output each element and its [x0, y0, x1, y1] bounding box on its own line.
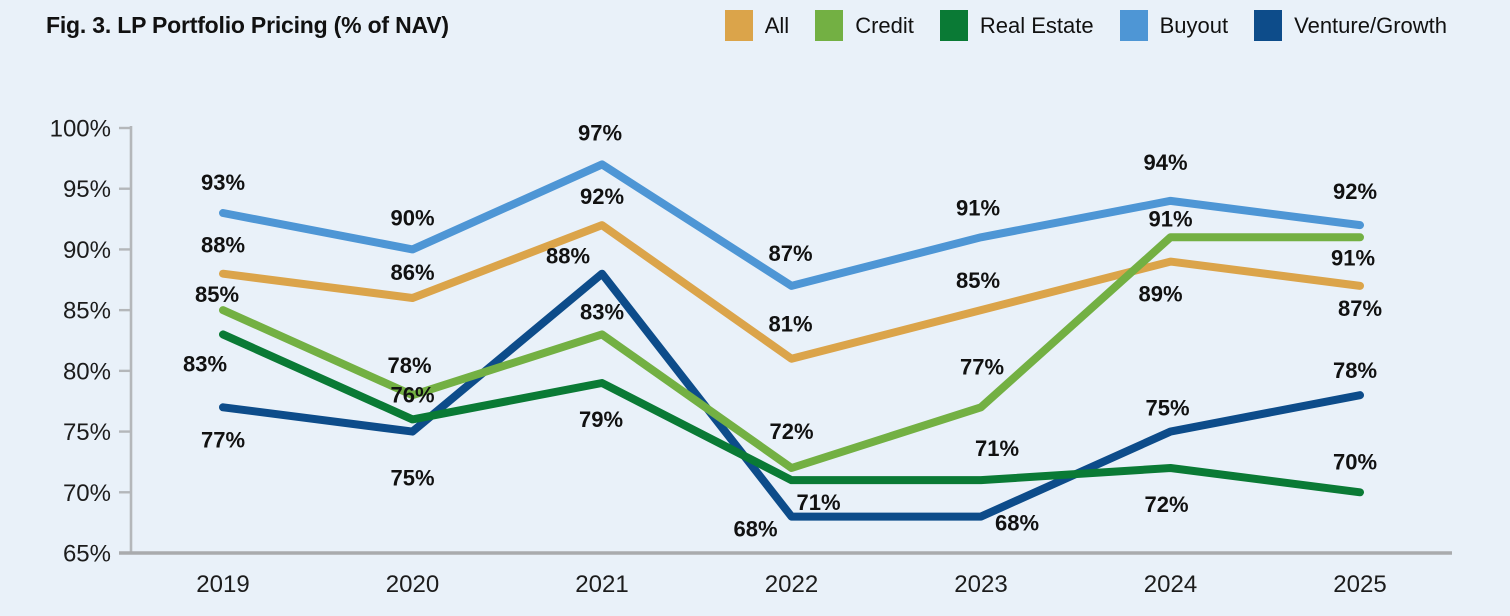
data-label-real-estate-2019: 83% [183, 351, 227, 376]
y-axis-label: 95% [63, 176, 111, 203]
legend-swatch-icon [1254, 10, 1283, 41]
data-label-real-estate-2024: 72% [1144, 492, 1188, 517]
data-label-all-2024: 89% [1138, 282, 1182, 307]
x-axis-label: 2022 [765, 571, 818, 598]
data-label-venture-growth-2025: 78% [1333, 358, 1377, 383]
legend-item-venture-growth: Venture/Growth [1254, 10, 1447, 41]
data-label-buyout-2020: 90% [390, 205, 434, 230]
data-label-buyout-2021: 97% [578, 120, 622, 145]
y-axis-label: 85% [63, 298, 111, 325]
data-label-real-estate-2020: 76% [390, 382, 434, 407]
series-line-credit [219, 233, 1364, 472]
data-label-real-estate-2021: 79% [579, 407, 623, 432]
data-label-all-2020: 86% [390, 260, 434, 285]
y-axis-label: 100% [50, 116, 111, 143]
data-label-all-2023: 85% [956, 268, 1000, 293]
legend-item-credit: Credit [815, 10, 914, 41]
data-label-buyout-2023: 91% [956, 195, 1000, 220]
y-axis-label: 65% [63, 541, 111, 568]
legend-label: Venture/Growth [1294, 12, 1447, 38]
legend-item-all: All [724, 10, 790, 41]
legend-label: All [764, 12, 790, 38]
data-label-venture-growth-2020: 75% [390, 466, 434, 491]
y-axis-label: 90% [63, 237, 111, 264]
data-label-all-2019: 88% [201, 233, 245, 258]
data-label-credit-2023: 77% [960, 354, 1004, 379]
legend-swatch-icon [724, 10, 753, 41]
data-label-venture-growth-2019: 77% [201, 427, 245, 452]
figure-title: Fig. 3. LP Portfolio Pricing (% of NAV) [46, 12, 449, 38]
y-axis-label: 75% [63, 419, 111, 446]
legend-item-real-estate: Real Estate [939, 10, 1094, 41]
legend-label: Credit [855, 12, 914, 38]
legend-swatch-icon [815, 10, 844, 41]
legend-item-buyout: Buyout [1119, 10, 1229, 41]
x-axis-label: 2024 [1144, 571, 1197, 598]
legend: All Credit Real Estate Buyout Venture/Growth [724, 10, 1447, 41]
data-label-credit-2025: 91% [1331, 245, 1375, 270]
data-label-buyout-2024: 94% [1143, 150, 1187, 175]
series-line-buyout [219, 160, 1364, 290]
data-label-all-2025: 87% [1338, 296, 1382, 321]
legend-swatch-icon [1119, 10, 1148, 41]
x-axis-label: 2020 [386, 571, 439, 598]
data-label-buyout-2019: 93% [201, 170, 245, 195]
x-axis-label: 2021 [575, 571, 628, 598]
data-label-real-estate-2022: 71% [796, 490, 840, 515]
y-axis-label: 70% [63, 480, 111, 507]
data-label-credit-2020: 78% [387, 353, 431, 378]
x-axis-label: 2025 [1333, 571, 1386, 598]
data-label-venture-growth-2022: 68% [733, 517, 777, 542]
data-label-all-2022: 81% [768, 312, 812, 337]
legend-label: Buyout [1159, 12, 1229, 38]
data-label-venture-growth-2024: 75% [1145, 396, 1189, 421]
series-line-venture-growth [219, 269, 1364, 521]
data-label-buyout-2025: 92% [1333, 179, 1377, 204]
data-label-credit-2024: 91% [1148, 206, 1192, 231]
legend-label: Real Estate [979, 12, 1094, 38]
data-label-real-estate-2025: 70% [1333, 449, 1377, 474]
series-line-real-estate [219, 330, 1364, 497]
data-label-credit-2019: 85% [195, 282, 239, 307]
x-axis-label: 2019 [196, 571, 249, 598]
legend-swatch-icon [939, 10, 968, 41]
data-label-real-estate-2023: 71% [975, 436, 1019, 461]
y-axis-label: 80% [63, 358, 111, 385]
data-label-credit-2021: 83% [580, 299, 624, 324]
data-label-buyout-2022: 87% [768, 241, 812, 266]
series-line-all [219, 221, 1364, 363]
data-label-credit-2022: 72% [769, 419, 813, 444]
data-label-all-2021: 92% [580, 184, 624, 209]
data-label-venture-growth-2023: 68% [995, 511, 1039, 536]
data-label-venture-growth-2021: 88% [546, 244, 590, 269]
x-axis-label: 2023 [954, 571, 1007, 598]
